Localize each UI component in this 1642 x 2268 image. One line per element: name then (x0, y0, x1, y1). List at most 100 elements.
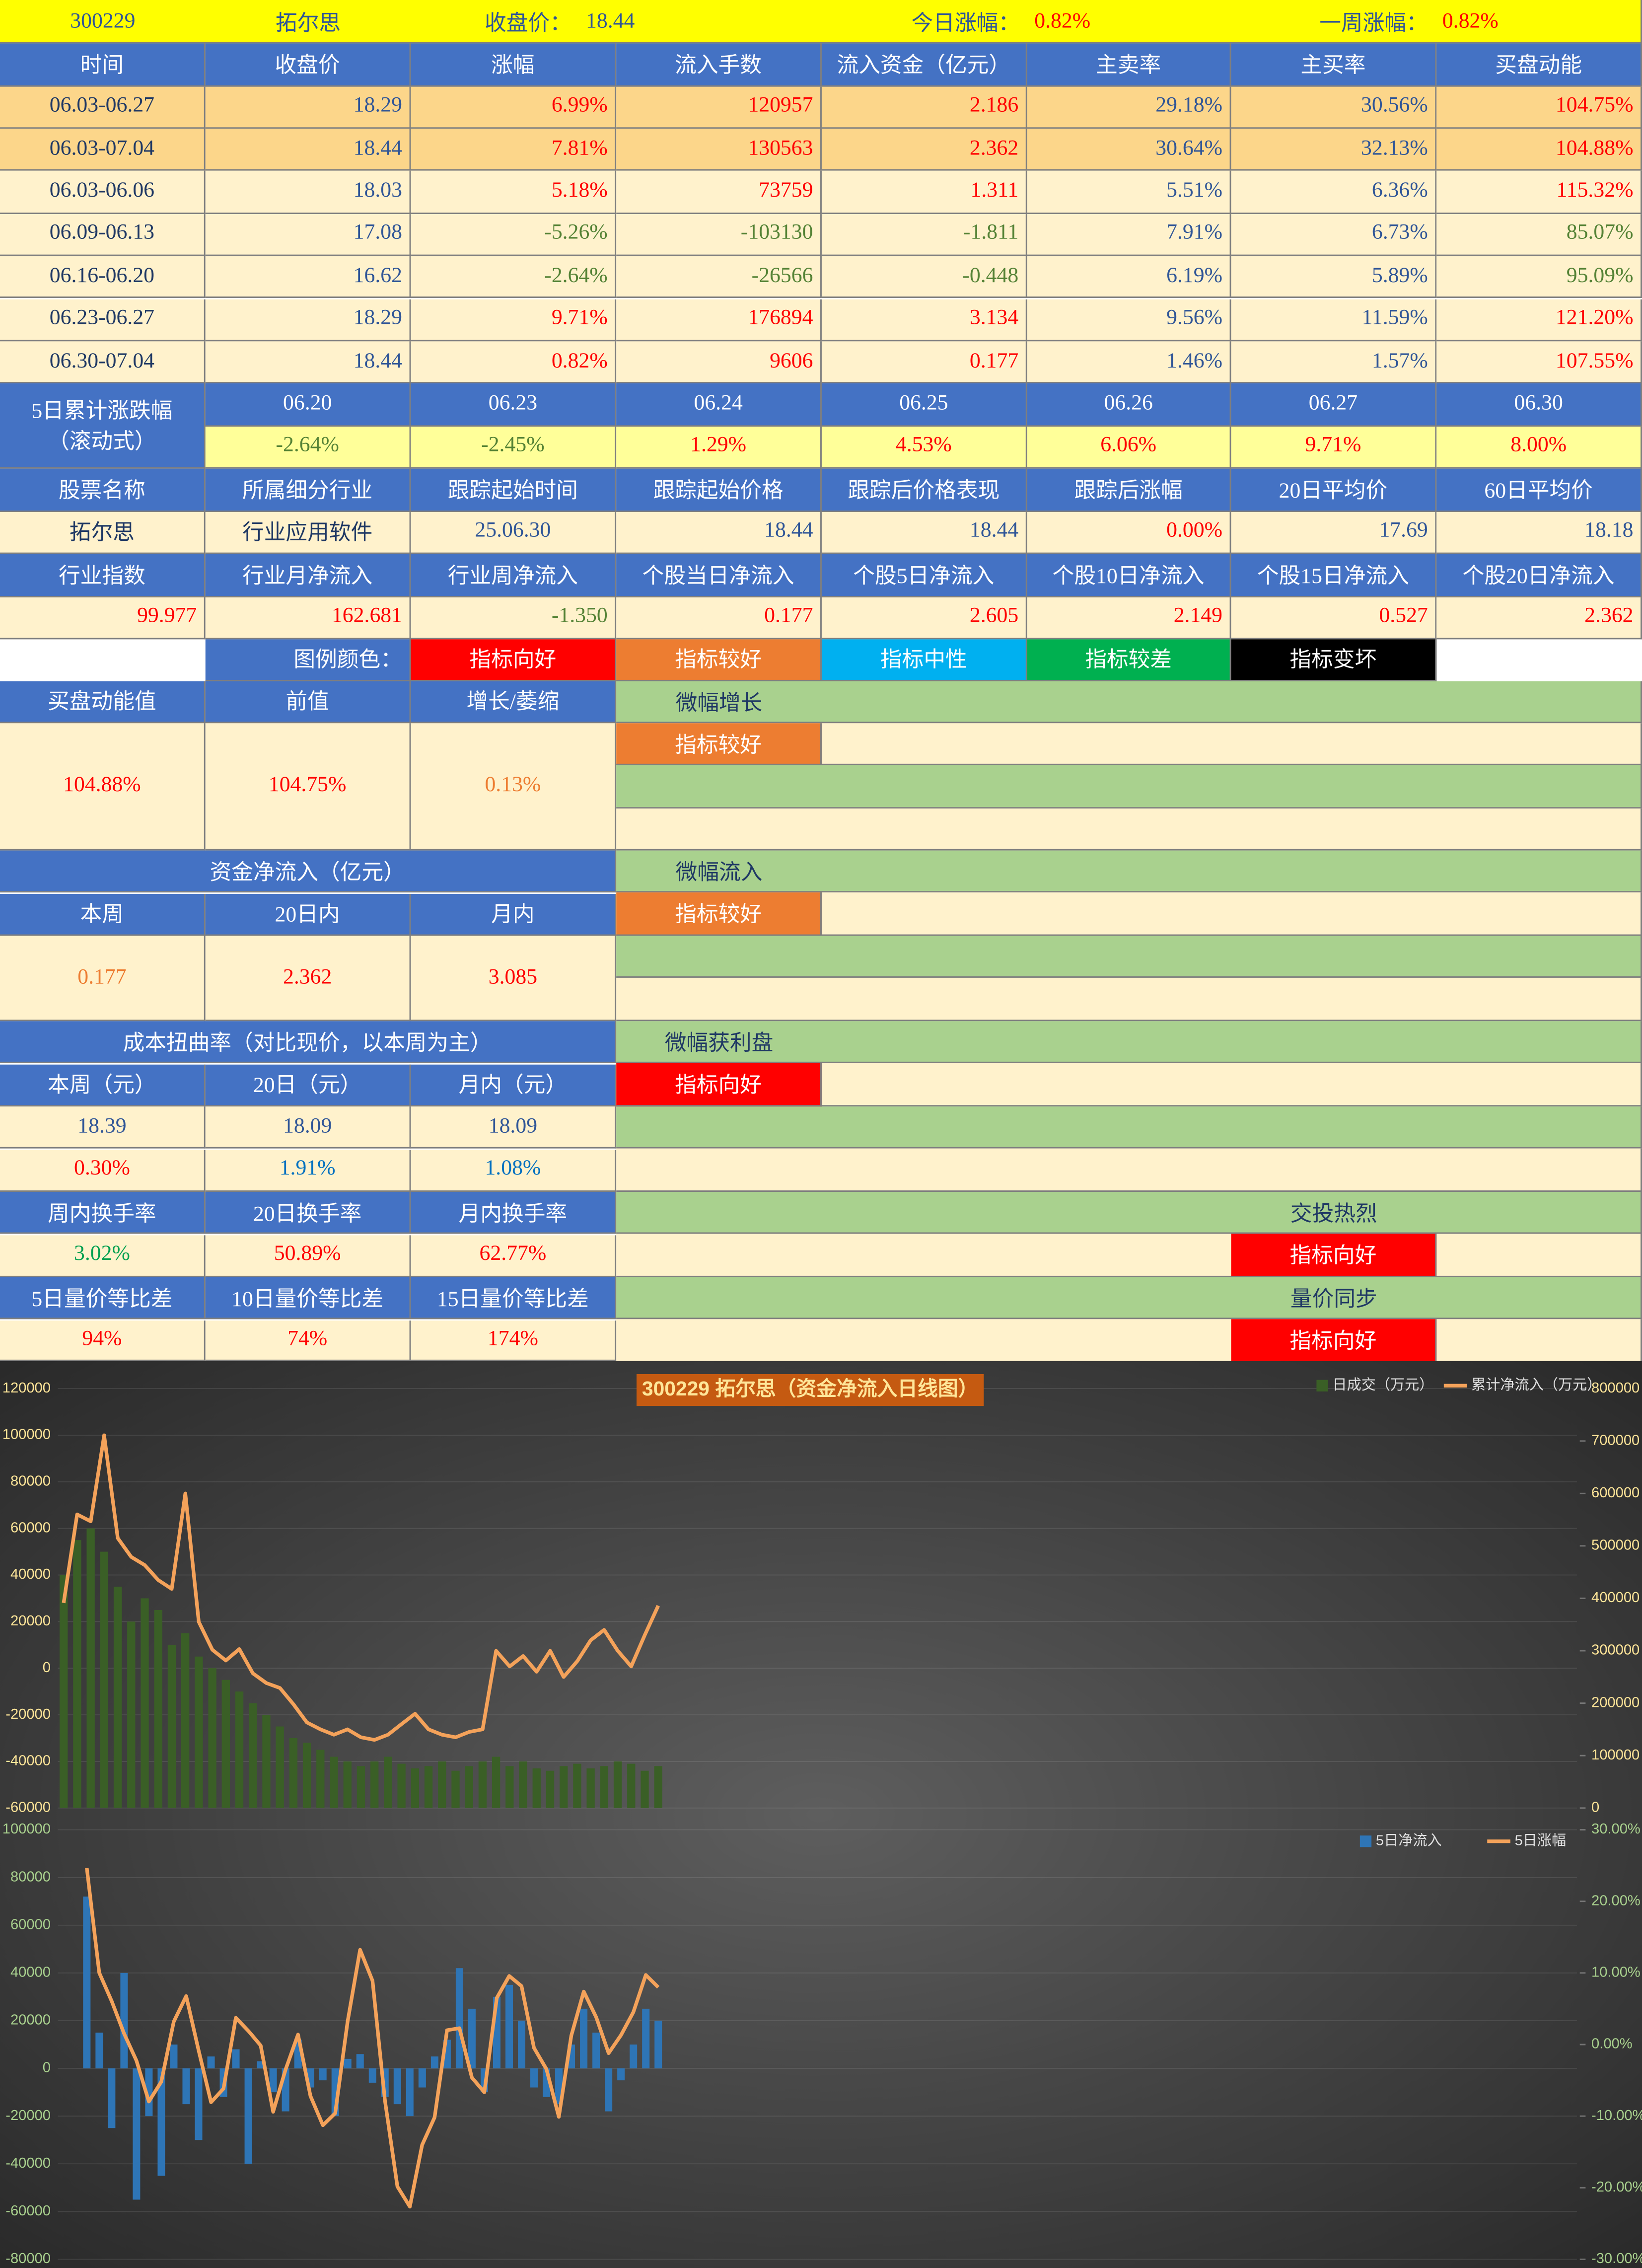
bar (406, 2068, 414, 2117)
bar (592, 2032, 600, 2069)
bar (424, 1766, 433, 1808)
y-tick-label: -20000 (5, 2108, 51, 2123)
legend-item: 指标中性 (821, 638, 1027, 681)
table-cell: 176894 (616, 298, 822, 342)
column-header: 跟踪起始时间 (411, 468, 617, 512)
table-cell: 2.605 (821, 596, 1027, 639)
bar (580, 2008, 588, 2069)
bar (127, 1621, 136, 1808)
table-cell: -5.26% (411, 214, 617, 256)
panel-value: 104.88% (0, 723, 206, 851)
table-cell: 162.681 (205, 596, 411, 639)
panel-value: 2.362 (205, 936, 411, 1022)
status-text: 微幅获利盘 (664, 1033, 774, 1056)
bar (221, 1680, 230, 1808)
bar (370, 1761, 379, 1808)
panel-value: 1.08% (411, 1149, 617, 1192)
header-text: 300229 (70, 9, 136, 33)
table-cell: 30.56% (1231, 86, 1437, 129)
table-cell: 120957 (616, 86, 822, 129)
chart-background (0, 1361, 1642, 2268)
bar (276, 1726, 284, 1808)
bar (249, 1703, 257, 1808)
signal: 指标向好 (1231, 1319, 1437, 1363)
bar (600, 1766, 609, 1808)
column-header: 行业周净流入 (411, 554, 617, 597)
header-text: 拓尔思 (276, 12, 341, 36)
table-cell: 0.177 (616, 596, 822, 639)
rolling-value: 6.06% (1027, 426, 1231, 469)
legend-label: 累计净流入（万元） (1471, 1377, 1601, 1393)
table-cell: 73759 (616, 171, 822, 214)
column-header: 时间 (0, 43, 206, 86)
table-cell: 18.29 (205, 298, 411, 342)
table-cell: 17.69 (1231, 511, 1437, 554)
bar (343, 1761, 352, 1808)
panel-value: 104.75% (205, 723, 411, 851)
bar (133, 2068, 141, 2200)
table-cell: 2.362 (1436, 596, 1642, 639)
panel-header: 本周 (0, 893, 206, 936)
table-cell: 1.311 (821, 171, 1027, 214)
table-cell: 06.03-06.27 (0, 86, 206, 129)
bar (546, 1770, 555, 1808)
table-cell: 18.29 (205, 86, 411, 129)
table-cell: 16.62 (205, 256, 411, 299)
column-header: 主卖率 (1027, 43, 1231, 86)
y-tick-label: 100000 (2, 1427, 51, 1443)
bar (641, 1770, 649, 1808)
bar (262, 1715, 271, 1808)
panel-header: 20日内 (205, 893, 411, 936)
table-cell: 25.06.30 (411, 511, 617, 554)
status-band (616, 936, 1642, 978)
panel-header: 增长/萎缩 (411, 680, 617, 724)
column-header: 个股10日净流入 (1027, 554, 1231, 597)
legend-label: 图例颜色： (205, 638, 411, 681)
panel-header: 月内（元） (411, 1064, 617, 1106)
bar (108, 2068, 116, 2128)
status-band (616, 850, 1642, 893)
y2-tick-label: 20.00% (1591, 1893, 1641, 1908)
bar (195, 1656, 203, 1808)
panel-header: 20日换手率 (205, 1192, 411, 1235)
bar (154, 1610, 162, 1808)
table-cell: 06.03-07.04 (0, 128, 206, 171)
table-cell: 2.149 (1027, 596, 1231, 639)
bar (207, 2056, 215, 2069)
table-cell: 06.09-06.13 (0, 214, 206, 256)
label-line: 5日累计涨跌幅 (31, 400, 173, 424)
column-header: 行业月净流入 (205, 554, 411, 597)
signal: 指标向好 (616, 1064, 822, 1106)
status-band (616, 1149, 1642, 1192)
status-band (616, 680, 1642, 724)
y-tick-label: -80000 (5, 2251, 51, 2267)
column-header: 个股当日净流入 (616, 554, 822, 597)
panel-header: 月内换手率 (411, 1192, 617, 1235)
bar (167, 1645, 176, 1808)
y-tick-label: 120000 (2, 1380, 51, 1396)
column-header: 个股20日净流入 (1436, 554, 1642, 597)
bar (356, 2054, 364, 2069)
y2-tick-label: 30.00% (1591, 1821, 1641, 1837)
bar (384, 1756, 392, 1808)
column-header: 所属细分行业 (205, 468, 411, 512)
panel-title: 资金净流入（亿元） (0, 850, 617, 893)
rolling-date: 06.27 (1231, 383, 1437, 426)
y-tick-label: 100000 (2, 1821, 51, 1837)
signal: 指标较好 (616, 723, 822, 766)
panel-value: 62.77% (411, 1234, 617, 1277)
table-cell: 2.362 (821, 128, 1027, 171)
table-cell: 1.57% (1231, 341, 1437, 384)
bar (244, 2068, 252, 2164)
bar (642, 2008, 650, 2069)
table-cell: 30.64% (1027, 128, 1231, 171)
rolling-date: 06.20 (205, 383, 411, 426)
column-header: 60日平均价 (1436, 468, 1642, 512)
column-header: 20日平均价 (1231, 468, 1437, 512)
bar (316, 1750, 325, 1808)
table-cell: 85.07% (1436, 214, 1642, 256)
bar (170, 2044, 178, 2069)
table-cell: 18.44 (616, 511, 822, 554)
signal: 指标向好 (1231, 1234, 1437, 1277)
column-header: 行业指数 (0, 554, 206, 597)
